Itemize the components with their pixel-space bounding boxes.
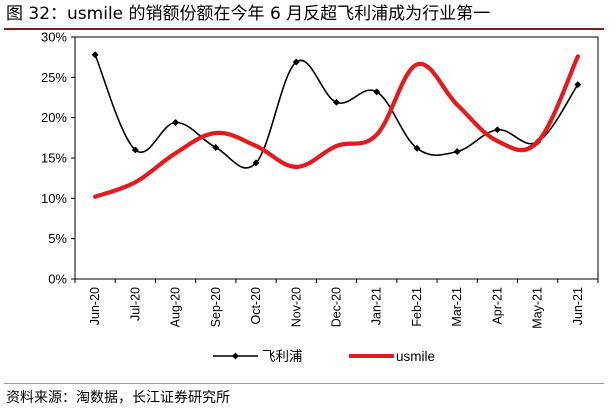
source-divider xyxy=(4,383,604,384)
data-point xyxy=(493,126,501,134)
series-usmile xyxy=(93,54,580,199)
x-tick-label: Jan-21 xyxy=(370,287,384,325)
x-tick-label: Mar-21 xyxy=(450,287,464,327)
x-tick-label: Jun-20 xyxy=(88,287,102,325)
data-point xyxy=(91,51,99,59)
x-tick-label: Nov-20 xyxy=(289,287,303,327)
legend-marker xyxy=(231,352,240,360)
y-tick-label: 0% xyxy=(48,272,67,287)
data-point xyxy=(453,147,461,156)
plot-frame xyxy=(74,36,599,280)
y-tick-label: 15% xyxy=(41,151,67,166)
figure-title: 图 32：usmile 的销额份额在今年 6 月反超飞利浦成为行业第一 xyxy=(6,4,491,24)
data-point xyxy=(413,144,421,152)
legend-label: 飞利浦 xyxy=(262,349,303,364)
x-tick-label: Jul-20 xyxy=(128,287,142,321)
source-note: 资料来源：淘数据，长江证券研究所 xyxy=(6,390,230,406)
series-line xyxy=(94,53,579,169)
x-tick-label: Aug-20 xyxy=(169,287,183,327)
chart-legend: 飞利浦 usmile xyxy=(213,349,435,364)
data-point xyxy=(574,81,582,89)
data-point xyxy=(332,98,341,106)
legend-item: 飞利浦 xyxy=(213,349,303,364)
x-tick-label: Jun-21 xyxy=(571,287,585,325)
data-point xyxy=(292,58,300,66)
series-line xyxy=(93,54,580,199)
x-tick-label: Apr-21 xyxy=(490,287,504,325)
y-tick-label: 25% xyxy=(41,70,67,85)
data-point xyxy=(172,118,180,127)
title-divider xyxy=(4,28,604,30)
data-point xyxy=(212,143,220,152)
legend-item: usmile xyxy=(349,349,435,364)
x-tick-label: Dec-20 xyxy=(330,287,344,327)
y-tick-label: 30% xyxy=(41,30,67,45)
x-tick-label: Sep-20 xyxy=(209,287,223,327)
line-chart: 0% 5% 10% 15% 20% 25% 30% Jun-20 Jul-20 Aug-20 Sep… xyxy=(41,30,599,364)
x-tick-label: May-21 xyxy=(531,287,545,329)
series-philips xyxy=(91,51,582,169)
y-tick-label: 5% xyxy=(48,231,67,246)
chart-axes: 0% 5% 10% 15% 20% 25% 30% Jun-20 Jul-20 Aug-20 Sep… xyxy=(41,30,599,329)
y-tick-label: 10% xyxy=(41,191,67,206)
x-tick-label: Feb-21 xyxy=(410,287,424,327)
data-point xyxy=(131,146,139,154)
data-point xyxy=(373,88,381,96)
y-tick-label: 20% xyxy=(41,110,67,125)
data-point xyxy=(252,159,260,167)
x-tick-label: Oct-20 xyxy=(249,287,263,325)
chart-series xyxy=(91,51,582,199)
legend-label: usmile xyxy=(396,349,435,364)
